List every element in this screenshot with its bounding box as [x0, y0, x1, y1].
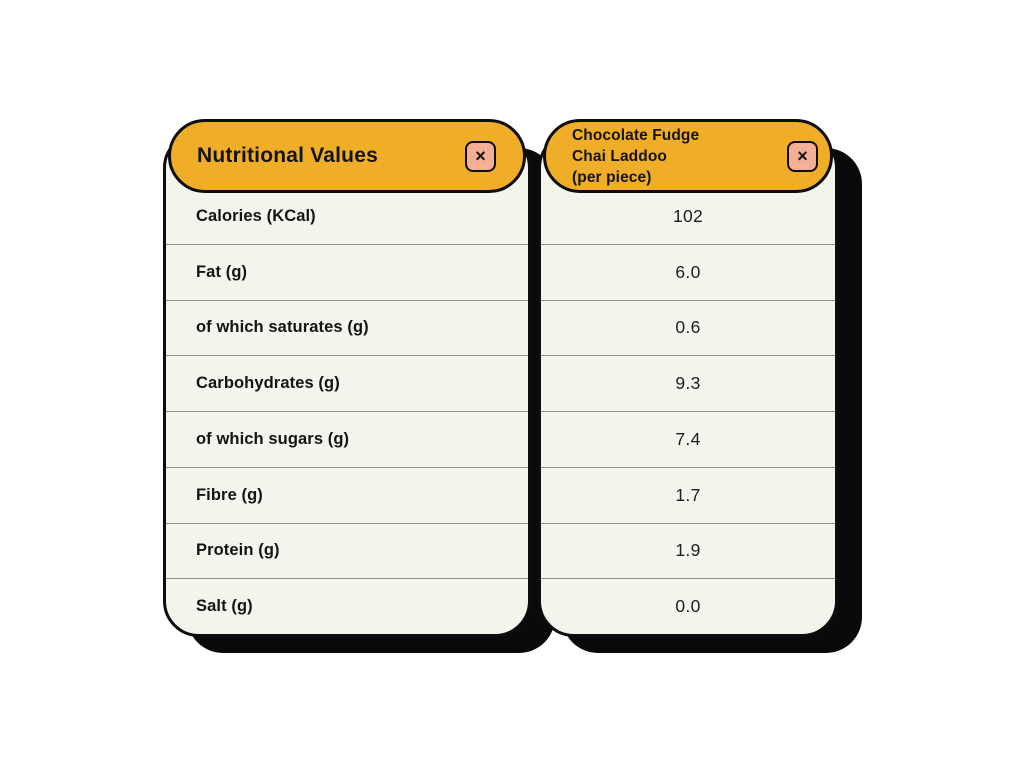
table-row: Protein (g)	[166, 522, 528, 579]
nutrient-label: Salt (g)	[196, 597, 253, 616]
nutrient-label: of which saturates (g)	[196, 318, 369, 337]
product-title: Chocolate Fudge Chai Laddoo (per piece)	[572, 125, 787, 188]
nutrient-value: 7.4	[675, 428, 701, 449]
nutrient-label: Fat (g)	[196, 262, 248, 281]
table-row: 102	[541, 189, 835, 244]
table-row: 1.7	[541, 466, 835, 523]
table-row: 0.0	[541, 578, 835, 634]
table-row: 7.4	[541, 411, 835, 467]
nutrient-value: 0.0	[675, 596, 701, 617]
table-row: Calories (KCal)	[166, 189, 528, 244]
close-button-right[interactable]: ×	[787, 140, 818, 172]
close-button-left[interactable]: ×	[465, 140, 496, 172]
product-header: Chocolate Fudge Chai Laddoo (per piece) …	[543, 119, 833, 193]
table-row: Salt (g)	[166, 578, 528, 634]
nutrient-labels-card: Nutritional Values × Calories (KCal) Fat…	[163, 119, 531, 637]
nutrient-label: Carbohydrates (g)	[196, 374, 340, 393]
close-icon: ×	[475, 146, 486, 166]
table-row: 6.0	[541, 243, 835, 300]
nutrient-value: 0.6	[675, 317, 701, 338]
nutrient-value-rows: 102 6.0 0.6 9.3 7.4 1.7 1.9 0.0	[541, 189, 835, 634]
table-row: of which saturates (g)	[166, 299, 528, 356]
nutrient-value: 1.7	[675, 484, 701, 505]
nutrient-value: 6.0	[675, 261, 701, 282]
product-title-line: (per piece)	[572, 168, 652, 186]
table-row: 0.6	[541, 299, 835, 356]
table-row: 9.3	[541, 355, 835, 411]
product-title-line: Chai Laddoo	[572, 147, 667, 165]
nutrient-label-rows: Calories (KCal) Fat (g) of which saturat…	[166, 189, 528, 634]
nutrient-label: Calories (KCal)	[196, 206, 316, 225]
nutritional-values-header: Nutritional Values ×	[168, 119, 526, 193]
product-title-line: Chocolate Fudge	[572, 126, 700, 144]
table-row: Fat (g)	[166, 243, 528, 300]
close-icon: ×	[797, 146, 808, 166]
nutrient-label: of which sugars (g)	[196, 429, 350, 448]
nutrient-label: Protein (g)	[196, 541, 280, 560]
nutrient-label: Fibre (g)	[196, 485, 263, 504]
table-row: Fibre (g)	[166, 466, 528, 523]
nutritional-values-title: Nutritional Values	[197, 144, 378, 167]
table-row: 1.9	[541, 522, 835, 579]
table-row: of which sugars (g)	[166, 411, 528, 467]
nutrient-value: 102	[672, 205, 704, 226]
table-row: Carbohydrates (g)	[166, 355, 528, 411]
nutrient-value: 1.9	[675, 540, 701, 561]
nutrient-value: 9.3	[675, 373, 701, 394]
product-values-card: Chocolate Fudge Chai Laddoo (per piece) …	[538, 119, 838, 637]
